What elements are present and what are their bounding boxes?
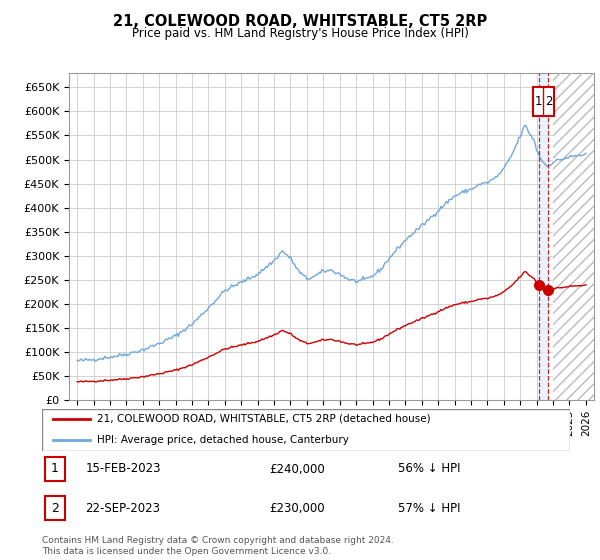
Text: 57% ↓ HPI: 57% ↓ HPI (398, 502, 461, 515)
Text: 56% ↓ HPI: 56% ↓ HPI (398, 463, 461, 475)
Text: 15-FEB-2023: 15-FEB-2023 (85, 463, 161, 475)
Text: £240,000: £240,000 (269, 463, 325, 475)
Bar (553, 73, 594, 400)
Text: Contains HM Land Registry data © Crown copyright and database right 2024.
This d: Contains HM Land Registry data © Crown c… (42, 536, 394, 556)
Text: 1: 1 (51, 463, 59, 475)
Text: Price paid vs. HM Land Registry's House Price Index (HPI): Price paid vs. HM Land Registry's House … (131, 27, 469, 40)
FancyBboxPatch shape (42, 409, 570, 451)
Bar (539, 73, 548, 400)
FancyBboxPatch shape (45, 457, 65, 481)
FancyBboxPatch shape (533, 87, 554, 116)
Text: 22-SEP-2023: 22-SEP-2023 (85, 502, 160, 515)
Text: 21, COLEWOOD ROAD, WHITSTABLE, CT5 2RP: 21, COLEWOOD ROAD, WHITSTABLE, CT5 2RP (113, 14, 487, 29)
Text: 21, COLEWOOD ROAD, WHITSTABLE, CT5 2RP (detached house): 21, COLEWOOD ROAD, WHITSTABLE, CT5 2RP (… (97, 414, 431, 424)
Text: £230,000: £230,000 (269, 502, 325, 515)
Text: HPI: Average price, detached house, Canterbury: HPI: Average price, detached house, Cant… (97, 435, 349, 445)
Text: 1: 1 (535, 95, 542, 108)
Bar (553, 73, 594, 400)
Text: 2: 2 (51, 502, 59, 515)
FancyBboxPatch shape (45, 496, 65, 520)
Text: 2: 2 (545, 95, 552, 108)
